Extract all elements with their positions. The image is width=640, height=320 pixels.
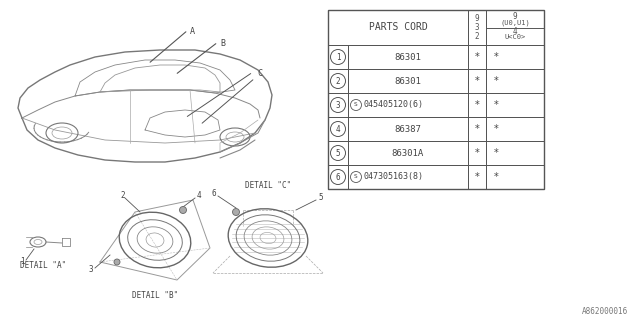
Bar [348,93,468,117]
Text: U<C0>: U<C0> [504,34,525,40]
Bar [328,10,468,45]
Bar [486,165,544,189]
Bar [328,45,348,69]
Text: 3: 3 [475,23,479,32]
Text: C: C [257,69,262,78]
Text: 9: 9 [475,14,479,23]
Text: *: * [475,76,479,86]
Text: A: A [190,27,195,36]
Text: *: * [493,76,499,86]
Text: 2: 2 [121,190,125,199]
Bar [328,165,348,189]
Text: 86301: 86301 [395,52,421,61]
Text: *: * [493,124,499,134]
Text: 1: 1 [336,52,340,61]
Text: DETAIL "A": DETAIL "A" [20,261,66,270]
Text: *: * [475,100,479,110]
Text: *: * [493,148,499,158]
Text: 3: 3 [88,266,93,275]
Bar [468,117,486,141]
Text: PARTS CORD: PARTS CORD [369,22,428,33]
Bar [468,141,486,165]
Circle shape [114,259,120,265]
Bar [468,45,486,69]
Text: S: S [354,102,358,108]
Text: *: * [475,52,479,62]
Text: 5: 5 [336,148,340,157]
Circle shape [179,206,186,213]
Text: A862000016: A862000016 [582,308,628,316]
Text: *: * [493,52,499,62]
Text: 3: 3 [336,100,340,109]
Bar [348,117,468,141]
Text: DETAIL "B": DETAIL "B" [132,291,178,300]
Text: (U0,U1): (U0,U1) [500,19,530,26]
Bar [328,10,544,189]
Text: 86301A: 86301A [392,148,424,157]
Text: S: S [354,174,358,180]
Bar [486,10,544,45]
Text: *: * [475,148,479,158]
Bar [348,165,468,189]
Text: 86387: 86387 [395,124,421,133]
Bar [468,165,486,189]
Text: *: * [493,100,499,110]
Text: 86301: 86301 [395,76,421,85]
Bar [328,141,348,165]
Bar [486,93,544,117]
Bar [328,93,348,117]
Bar [348,141,468,165]
Bar [328,117,348,141]
Circle shape [232,209,239,215]
Text: 2: 2 [336,76,340,85]
Text: 4: 4 [513,27,517,36]
Text: 4: 4 [336,124,340,133]
Text: 045405120(6): 045405120(6) [363,100,423,109]
Text: 6: 6 [211,189,216,198]
Text: *: * [493,172,499,182]
Bar [486,69,544,93]
Text: 4: 4 [197,191,202,201]
Text: 047305163(8): 047305163(8) [363,172,423,181]
Text: B: B [220,39,225,48]
Bar [468,10,486,45]
Bar [348,69,468,93]
Bar [486,45,544,69]
Text: 9: 9 [513,12,517,21]
Text: 2: 2 [475,32,479,41]
Bar [486,141,544,165]
Text: DETAIL "C": DETAIL "C" [245,181,291,190]
Bar [468,69,486,93]
Text: 1: 1 [20,258,25,267]
Bar [468,93,486,117]
Text: 5: 5 [318,194,323,203]
Text: *: * [475,124,479,134]
Text: 6: 6 [336,172,340,181]
Text: *: * [475,172,479,182]
Bar [486,117,544,141]
Bar [348,45,468,69]
Bar [328,69,348,93]
